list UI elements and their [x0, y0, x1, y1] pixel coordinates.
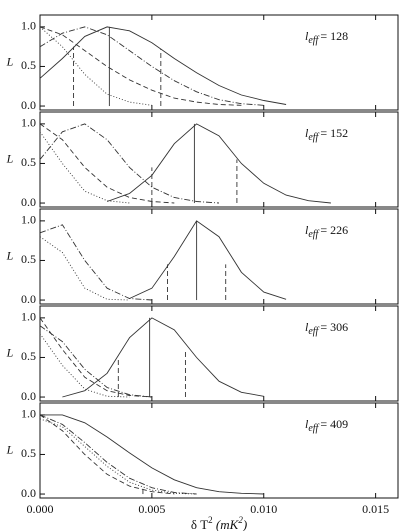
- panel-annotation: leff = 306: [305, 320, 348, 338]
- likelihood-curve: [39, 123, 220, 204]
- panel-frame: [39, 305, 399, 402]
- x-axis-label-part: 2: [208, 515, 213, 525]
- likelihood-curve: [129, 220, 287, 300]
- annotation-symbol: l: [305, 417, 309, 431]
- annotation-subscript: eff: [308, 423, 319, 434]
- likelihood-curve: [40, 414, 264, 495]
- likelihood-curve: [106, 123, 331, 204]
- y-axis-label: L: [6, 442, 14, 456]
- likelihood-curve: [39, 418, 197, 495]
- x-tick-label: 0.015: [362, 502, 389, 516]
- likelihood-curve: [39, 26, 264, 106]
- y-tick-label: 1.0: [21, 213, 36, 227]
- likelihood-curve: [39, 26, 287, 105]
- y-tick-label: 1.0: [21, 116, 36, 130]
- panel-frame: [39, 402, 399, 499]
- annotation-text: = 128: [320, 29, 348, 43]
- panel-annotation: leff = 409: [305, 417, 348, 435]
- y-tick-label: 0.0: [21, 486, 36, 500]
- y-tick-label: 0.5: [21, 155, 36, 169]
- y-tick-label: 0.5: [21, 58, 36, 72]
- likelihood-curve: [39, 26, 242, 106]
- annotation-symbol: l: [305, 320, 309, 334]
- y-tick-label: 1.0: [21, 19, 36, 33]
- y-tick-label: 0.5: [21, 252, 36, 266]
- x-tick-label: 0.005: [138, 502, 165, 516]
- panel-frame: [39, 14, 399, 111]
- annotation-text: = 152: [320, 126, 348, 140]
- annotation-text: = 226: [320, 223, 348, 237]
- annotation-symbol: l: [305, 223, 309, 237]
- likelihood-curve: [39, 236, 130, 301]
- panel-frame: [39, 208, 399, 305]
- y-axis-label: L: [6, 345, 14, 359]
- likelihood-curve: [39, 224, 152, 301]
- likelihood-curve: [39, 26, 152, 106]
- annotation-text: = 306: [320, 320, 348, 334]
- y-tick-label: 0.0: [21, 292, 36, 306]
- likelihood-curve: [39, 414, 197, 495]
- y-axis-label: L: [6, 151, 14, 165]
- annotation-text: = 409: [320, 417, 348, 431]
- panel-annotation: leff = 128: [305, 29, 348, 47]
- y-tick-label: 0.0: [21, 195, 36, 209]
- annotation-symbol: l: [305, 126, 309, 140]
- x-tick-label: 0.010: [250, 502, 277, 516]
- y-tick-label: 1.0: [21, 310, 36, 324]
- panel-annotation: leff = 226: [305, 223, 348, 241]
- y-tick-label: 0.0: [21, 389, 36, 403]
- likelihood-curve: [39, 131, 130, 204]
- panel-annotation: leff = 152: [305, 126, 348, 144]
- y-tick-label: 0.0: [21, 98, 36, 112]
- x-axis-label-part: (mK: [213, 517, 240, 531]
- likelihood-curve: [62, 317, 264, 398]
- likelihood-curve: [39, 414, 175, 495]
- y-tick-label: 0.5: [21, 446, 36, 460]
- likelihood-curve: [39, 123, 175, 204]
- y-axis-label: L: [6, 248, 14, 262]
- x-axis-label-part: δ T: [191, 517, 208, 531]
- x-axis-label-part: ): [242, 517, 247, 531]
- y-axis-label: L: [6, 54, 14, 68]
- y-tick-label: 0.5: [21, 349, 36, 363]
- likelihood-curve: [39, 317, 152, 398]
- annotation-subscript: eff: [308, 132, 319, 143]
- annotation-subscript: eff: [308, 326, 319, 337]
- annotation-subscript: eff: [308, 229, 319, 240]
- x-axis-label: δ T2 (mK2): [191, 515, 247, 531]
- annotation-symbol: l: [305, 29, 309, 43]
- annotation-subscript: eff: [308, 35, 319, 46]
- y-tick-label: 1.0: [21, 407, 36, 421]
- x-axis-label-part: 2: [238, 515, 243, 525]
- likelihood-curve: [39, 325, 152, 398]
- x-tick-label: 0.000: [27, 502, 54, 516]
- likelihood-curve: [39, 333, 130, 398]
